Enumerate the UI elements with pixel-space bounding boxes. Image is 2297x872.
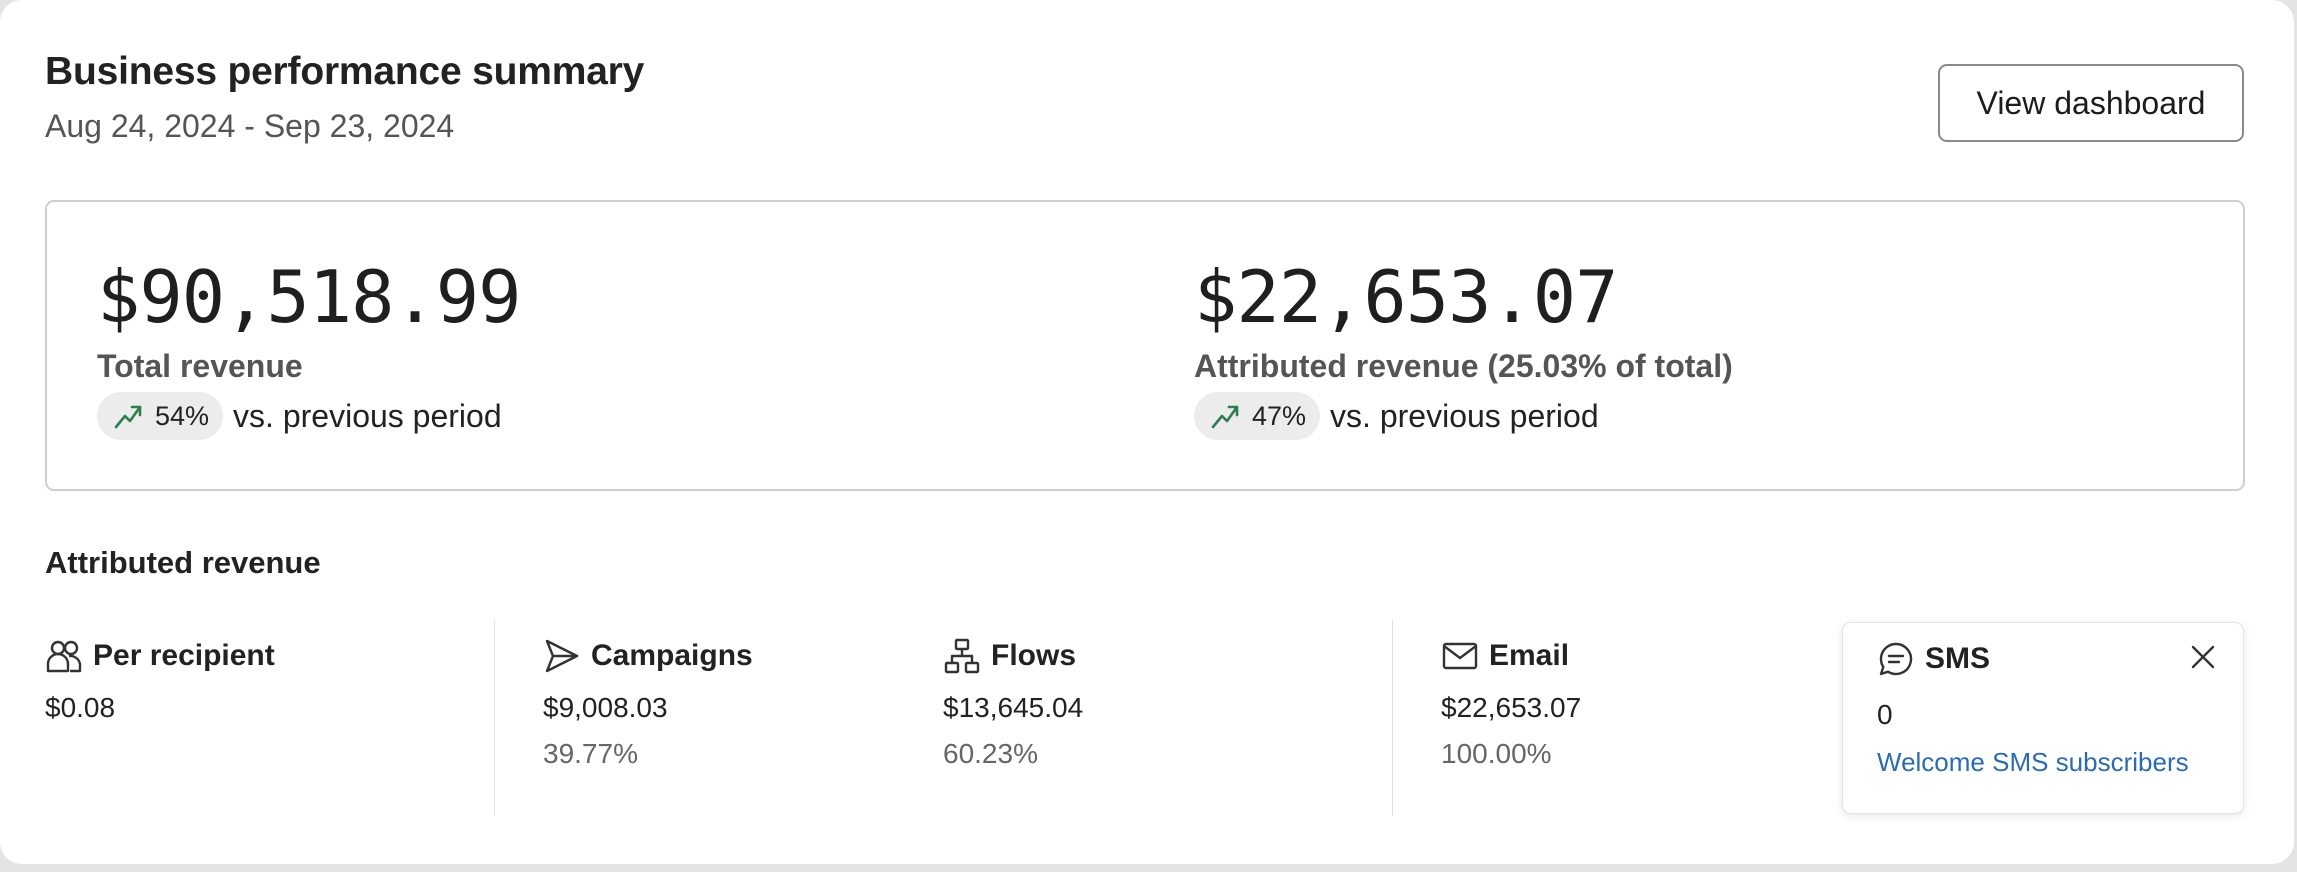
flows-stat: Flows $13,645.04 60.23% [943, 636, 1083, 770]
comparison-text: vs. previous period [233, 397, 502, 434]
per-recipient-label: Per recipient [93, 639, 275, 672]
campaigns-percent: 39.77% [543, 738, 638, 769]
email-value: $22,653.07 [1441, 692, 1582, 723]
flows-label: Flows [991, 639, 1077, 672]
change-percent: 47% [1252, 400, 1307, 431]
divider [1392, 620, 1393, 816]
flows-value: $13,645.04 [943, 692, 1084, 723]
total-revenue-value: $90,518.99 [97, 255, 521, 339]
view-dashboard-button[interactable]: View dashboard [1938, 64, 2244, 142]
email-stat: Email $22,653.07 100.00% [1441, 636, 1581, 770]
attributed-revenue-metric: $22,653.07 Attributed revenue (25.03% of… [1194, 252, 1733, 440]
total-revenue-label: Total revenue [97, 348, 303, 384]
date-range: Aug 24, 2024 - Sep 23, 2024 [45, 108, 455, 144]
chat-icon [1879, 642, 1913, 676]
campaigns-label: Campaigns [591, 639, 753, 672]
page-title: Business performance summary [45, 50, 645, 93]
attributed-revenue-value: $22,653.07 [1194, 255, 1618, 339]
divider [494, 620, 495, 816]
campaigns-value: $9,008.03 [543, 692, 668, 723]
revenue-summary-box: $90,518.99 Total revenue 54% vs. previou… [45, 200, 2245, 491]
sms-value: 0 [1877, 699, 1893, 730]
sms-card: SMS 0 Welcome SMS subscribers [1842, 622, 2244, 814]
attributed-revenue-heading: Attributed revenue [45, 545, 321, 580]
flow-icon [944, 638, 980, 674]
per-recipient-stat: Per recipient $0.08 [45, 636, 275, 724]
attributed-revenue-comparison: 47% vs. previous period [1194, 392, 1733, 440]
email-label: Email [1489, 639, 1570, 672]
welcome-sms-link[interactable]: Welcome SMS subscribers [1877, 747, 2189, 777]
flows-percent: 60.23% [943, 738, 1038, 769]
change-badge: 47% [1194, 392, 1321, 440]
mail-icon [1442, 642, 1478, 670]
per-recipient-value: $0.08 [45, 692, 116, 723]
total-revenue-metric: $90,518.99 Total revenue 54% vs. previou… [97, 252, 521, 440]
trend-up-icon [1211, 405, 1239, 429]
email-percent: 100.00% [1441, 738, 1552, 769]
close-icon [2191, 645, 2215, 669]
close-button[interactable] [2183, 637, 2223, 677]
trend-up-icon [114, 405, 142, 429]
campaigns-stat: Campaigns $9,008.03 39.77% [543, 636, 753, 770]
send-icon [545, 639, 579, 673]
people-icon [46, 640, 82, 673]
attributed-revenue-label: Attributed revenue (25.03% of total) [1194, 348, 1733, 384]
change-badge: 54% [97, 392, 224, 440]
sms-label: SMS [1925, 642, 1991, 675]
change-percent: 54% [155, 400, 210, 431]
comparison-text: vs. previous period [1330, 397, 1599, 434]
total-revenue-comparison: 54% vs. previous period [97, 392, 520, 440]
